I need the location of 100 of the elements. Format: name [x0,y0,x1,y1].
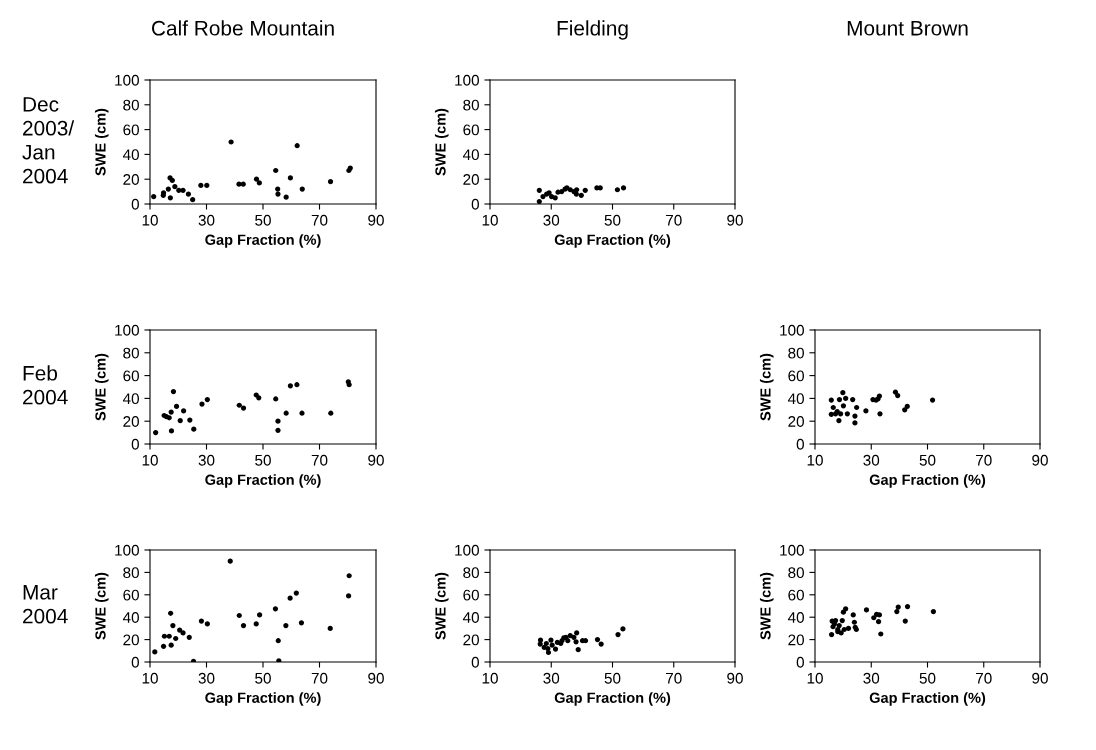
point [854,404,860,411]
point [904,603,911,610]
y-axis-title: SWE (cm) [434,108,449,176]
x-axis-title: Gap Fraction (%) [869,474,986,488]
point [228,139,234,145]
x-tick-label: 90 [727,672,743,684]
point [328,410,334,416]
y-tick-label: 0 [131,438,139,450]
point [298,620,305,626]
point [614,187,620,193]
point [615,631,621,638]
x-tick-label: 70 [311,454,328,466]
point [275,638,281,644]
point [836,396,843,403]
y-tick-label: 60 [463,589,479,601]
point [283,194,289,200]
x-tick-label: 10 [142,454,158,466]
y-tick-label: 40 [122,612,139,623]
point [160,643,167,649]
point [841,626,847,633]
point [287,595,293,601]
y-tick-label: 40 [787,393,804,405]
point [836,418,842,424]
point [582,187,588,193]
x-tick-label: 70 [311,214,328,226]
point [173,403,180,409]
y-tick-label: 60 [123,589,139,601]
point [176,187,182,193]
y-tick-label: 40 [462,149,479,161]
y-tick-label: 60 [123,370,139,382]
y-axis-title: SWE (cm) [759,353,774,421]
chart-title: Calf Robe Mountain [152,20,334,36]
x-axis-title: Gap Fraction (%) [205,234,321,248]
point [904,403,910,409]
point [152,649,158,655]
point [273,396,279,402]
x-tick-label: 50 [919,454,936,466]
y-tick-label: 0 [796,438,804,450]
point [878,631,884,637]
point [177,627,183,633]
point [236,181,242,187]
point [275,427,281,433]
point [863,408,869,414]
point [571,634,577,640]
x-tick-label: 90 [727,214,743,226]
x-tick-label: 30 [543,672,560,684]
point [863,607,870,613]
y-tick-label: 60 [123,124,139,136]
point [574,630,580,636]
point [545,649,552,656]
y-tick-label: 80 [123,347,139,359]
point [575,647,581,653]
x-tick-label: 50 [255,454,271,466]
point [275,186,281,192]
x-tick-label: 70 [311,672,328,684]
y-tick-label: 80 [788,567,804,579]
point [895,392,901,399]
point [173,635,179,642]
x-axis-title: Gap Fraction (%) [554,234,671,248]
point [828,411,834,417]
y-tick-label: 80 [463,99,479,111]
point [227,558,233,564]
x-tick-label: 50 [919,672,936,684]
point [840,390,846,396]
point [840,403,847,409]
point [168,409,174,415]
point [620,626,626,632]
point [327,179,334,185]
y-tick-label: 20 [123,416,139,427]
point [275,191,281,197]
y-tick-label: 100 [115,324,139,336]
point [828,397,834,403]
point [240,405,247,411]
point [186,634,192,640]
y-tick-label: 40 [122,149,139,161]
x-tick-label: 70 [976,672,992,684]
point [875,619,882,625]
point [850,396,856,403]
point [548,637,554,643]
y-tick-label: 60 [463,124,479,136]
text: Mar 2004 [23,585,68,624]
point [273,167,279,174]
point [929,397,936,403]
point [191,426,197,432]
x-tick-label: 30 [543,214,560,226]
point [204,396,210,403]
point [185,191,192,197]
y-tick-label: 100 [455,544,479,556]
y-axis-title: SWE (cm) [94,572,109,640]
point [346,573,352,579]
point [240,181,246,187]
point [240,623,247,629]
y-tick-label: 20 [788,416,804,427]
point [177,418,183,424]
point [840,609,847,615]
point [167,195,173,201]
point [830,404,836,411]
point [276,658,282,662]
point [852,413,858,419]
point [294,143,300,149]
